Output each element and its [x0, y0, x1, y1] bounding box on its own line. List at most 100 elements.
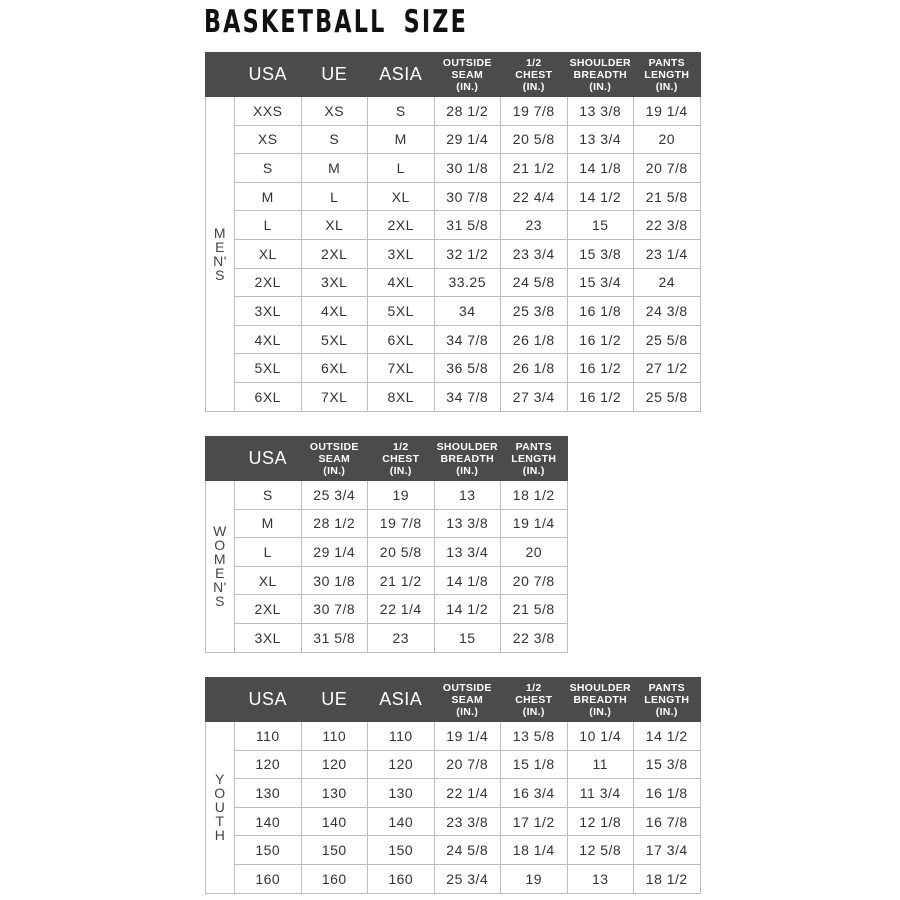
table-cell: 13 3/8 — [433, 508, 501, 539]
table-cell: L — [234, 537, 302, 567]
table-cell: 25 3/4 — [433, 863, 501, 894]
table-cell: 36 5/8 — [433, 353, 501, 383]
table-cell: 17 1/2 — [500, 806, 568, 837]
table-cell: 11 — [566, 749, 634, 780]
table-cell: 20 — [500, 537, 568, 567]
table-cell: 19 7/8 — [500, 96, 568, 126]
column-header: 1/2 CHEST (IN.) — [500, 52, 568, 97]
table-cell: 160 — [234, 863, 302, 894]
table-cell: 20 7/8 — [500, 565, 568, 596]
table-cell: 16 1/2 — [566, 381, 634, 412]
column-header: PANTS LENGTH (IN.) — [633, 677, 701, 722]
column-header: 1/2 CHEST (IN.) — [500, 677, 568, 722]
table-cell: 22 3/8 — [500, 622, 568, 653]
table-row: 3XL 4XL 5XL 34 25 3/8 16 1/8 24 3/8 — [206, 296, 701, 326]
column-header-line: (IN.) — [589, 705, 612, 718]
column-header: UE — [300, 677, 368, 722]
table-cell: 2XL — [234, 267, 302, 298]
column-header-line: SHOULDER — [436, 440, 498, 453]
mens-size-table: USA UE ASIA OUTSIDE SEAM (IN.) 1/2 CHEST (IN.) SH… — [205, 52, 701, 412]
table-cell: 110 — [234, 721, 302, 751]
table-cell: 130 — [300, 778, 368, 808]
column-header-line: BREADTH — [440, 452, 494, 465]
youth-size-table: USA UE ASIA OUTSIDE SEAM (IN.) 1/2 CHEST (IN.) SH… — [205, 677, 701, 894]
table-row: S M L 30 1/8 21 1/2 14 1/8 20 7/8 — [206, 153, 701, 183]
table-cell: 12 1/8 — [566, 806, 634, 837]
section-label: W O M E N' S — [205, 480, 235, 653]
column-header-line: ASIA — [379, 64, 423, 84]
table-cell: M — [234, 508, 302, 539]
table-cell: 27 3/4 — [500, 381, 568, 412]
table-cell: 6XL — [234, 381, 302, 412]
column-header-line: 1/2 — [393, 440, 409, 453]
table-row: 2XL 30 7/8 22 1/4 14 1/2 21 5/8 — [206, 594, 568, 624]
column-header-line: (IN.) — [456, 464, 479, 477]
table-cell: 16 1/8 — [566, 296, 634, 326]
header-corner — [205, 677, 235, 722]
column-header: OUTSIDE SEAM (IN.) — [300, 436, 368, 481]
section-label-letter: Y — [215, 771, 225, 788]
table-cell: 6XL — [367, 324, 435, 355]
column-header-line: CHEST — [515, 693, 553, 706]
table-cell: 23 3/4 — [500, 238, 568, 269]
table-cell: 4XL — [300, 296, 368, 326]
table-row: 130 130 130 22 1/4 16 3/4 11 3/4 16 1/8 — [206, 778, 701, 808]
column-header-line: PANTS — [515, 440, 552, 453]
column-header-line: (IN.) — [655, 705, 678, 718]
table-cell: 13 3/4 — [433, 537, 501, 567]
table-cell: 15 1/8 — [500, 749, 568, 780]
section-label: M E N' S — [205, 96, 235, 412]
table-row: 4XL 5XL 6XL 34 7/8 26 1/8 16 1/2 25 5/8 — [206, 324, 701, 355]
column-header-line: PANTS — [648, 56, 685, 69]
table-cell: 2XL — [367, 210, 435, 240]
table-cell: 140 — [367, 806, 435, 837]
column-header: SHOULDER BREADTH (IN.) — [566, 677, 634, 722]
table-row: 5XL 6XL 7XL 36 5/8 26 1/8 16 1/2 27 1/2 — [206, 353, 701, 383]
table-row: 3XL 31 5/8 23 15 22 3/8 — [206, 622, 568, 653]
column-header-line: ASIA — [379, 689, 423, 709]
section-label-letter: N' — [213, 579, 227, 596]
table-row: 120 120 120 20 7/8 15 1/8 11 15 3/8 — [206, 749, 701, 780]
column-header-line: LENGTH — [511, 452, 557, 465]
section-label-letter: N' — [213, 252, 227, 269]
column-header-line: UE — [321, 64, 348, 84]
table-cell: 2XL — [234, 594, 302, 624]
table-cell: 20 5/8 — [500, 124, 568, 155]
table-row: L 29 1/4 20 5/8 13 3/4 20 — [206, 537, 568, 567]
table-cell: 5XL — [234, 353, 302, 383]
table-cell: 19 1/4 — [433, 721, 501, 751]
table-cell: 34 — [433, 296, 501, 326]
column-header-line: (IN.) — [389, 464, 412, 477]
section-label-letter: E — [215, 238, 225, 255]
table-cell: 13 3/8 — [566, 96, 634, 126]
table-cell: XS — [234, 124, 302, 155]
table-cell: XXS — [234, 96, 302, 126]
column-header: SHOULDER BREADTH (IN.) — [566, 52, 634, 97]
table-cell: L — [234, 210, 302, 240]
table-cell: 20 7/8 — [433, 749, 501, 780]
table-cell: 13 3/4 — [566, 124, 634, 155]
table-cell: 110 — [300, 721, 368, 751]
column-header-line: SHOULDER — [569, 681, 631, 694]
table-cell: 150 — [300, 835, 368, 865]
table-cell: 18 1/2 — [633, 863, 701, 894]
table-cell: 150 — [234, 835, 302, 865]
table-cell: 13 5/8 — [500, 721, 568, 751]
table-cell: 110 — [367, 721, 435, 751]
table-cell: M — [300, 153, 368, 183]
table-cell: 34 7/8 — [433, 324, 501, 355]
table-cell: 22 1/4 — [367, 594, 435, 624]
table-cell: 15 — [433, 622, 501, 653]
column-header-line: CHEST — [382, 452, 420, 465]
table-row: XS S M 29 1/4 20 5/8 13 3/4 20 — [206, 124, 701, 155]
column-header-line: USA — [248, 689, 287, 709]
header-row: USA UE ASIA OUTSIDE SEAM (IN.) 1/2 CHEST (IN.) SH… — [205, 52, 701, 97]
header-row: USA UE ASIA OUTSIDE SEAM (IN.) 1/2 CHEST (IN.) SH… — [205, 677, 701, 722]
section-label-letter: U — [214, 799, 226, 816]
table-cell: 14 1/2 — [566, 181, 634, 212]
table-cell: 33.25 — [433, 267, 501, 298]
column-header-line: BREADTH — [573, 693, 627, 706]
table-cell: XL — [234, 565, 302, 596]
column-header-line: SEAM — [318, 452, 351, 465]
column-header-line: OUTSIDE — [309, 440, 359, 453]
